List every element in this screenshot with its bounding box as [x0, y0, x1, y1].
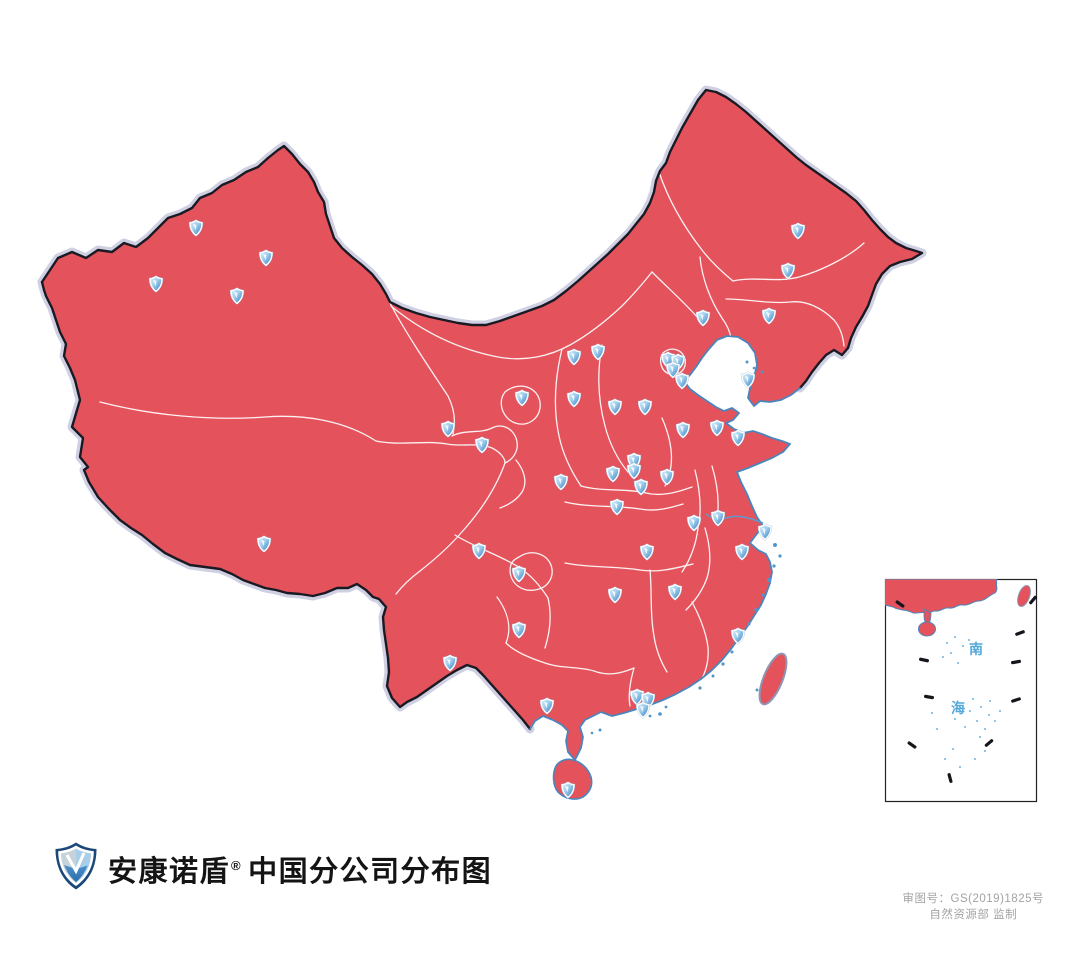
sea-label-hai: 海	[951, 700, 965, 716]
south-china-sea-inset: 南 海	[884, 578, 1038, 803]
inset-island-dots	[931, 636, 1001, 768]
map-approval-number: 审图号：GS(2019)1825号	[902, 893, 1044, 905]
inset-mainland	[885, 579, 998, 614]
coastal-island-dots	[590, 360, 782, 735]
brand-name: 安康诺盾	[108, 855, 231, 888]
branch-shield-marker	[757, 523, 773, 541]
national-border	[40, 88, 924, 731]
map-producer: 自然资源部 监制	[929, 909, 1018, 922]
mainland	[42, 90, 922, 760]
brand-shield-icon	[54, 841, 98, 896]
nine-dash-line	[895, 595, 1037, 783]
map-attribution: 审图号：GS(2019)1825号 自然资源部 监制	[903, 891, 1044, 923]
coastline	[529, 335, 801, 761]
province-borders	[99, 171, 865, 707]
taiwan-island	[758, 652, 788, 706]
registered-mark: ®	[231, 857, 243, 873]
inset-hainan	[918, 621, 936, 637]
branch-shield-marker	[635, 701, 651, 719]
brand-logo-row: 安康诺盾® 中国分公司分布图	[54, 841, 492, 896]
yangtze-river	[705, 513, 764, 524]
map-title: 中国分公司分布图	[248, 855, 493, 888]
inset-frame	[884, 578, 1038, 803]
inset-taiwan	[1017, 584, 1031, 608]
sea-label-nan: 南	[969, 641, 983, 657]
brand-title: 安康诺盾® 中国分公司分布图	[108, 848, 492, 890]
